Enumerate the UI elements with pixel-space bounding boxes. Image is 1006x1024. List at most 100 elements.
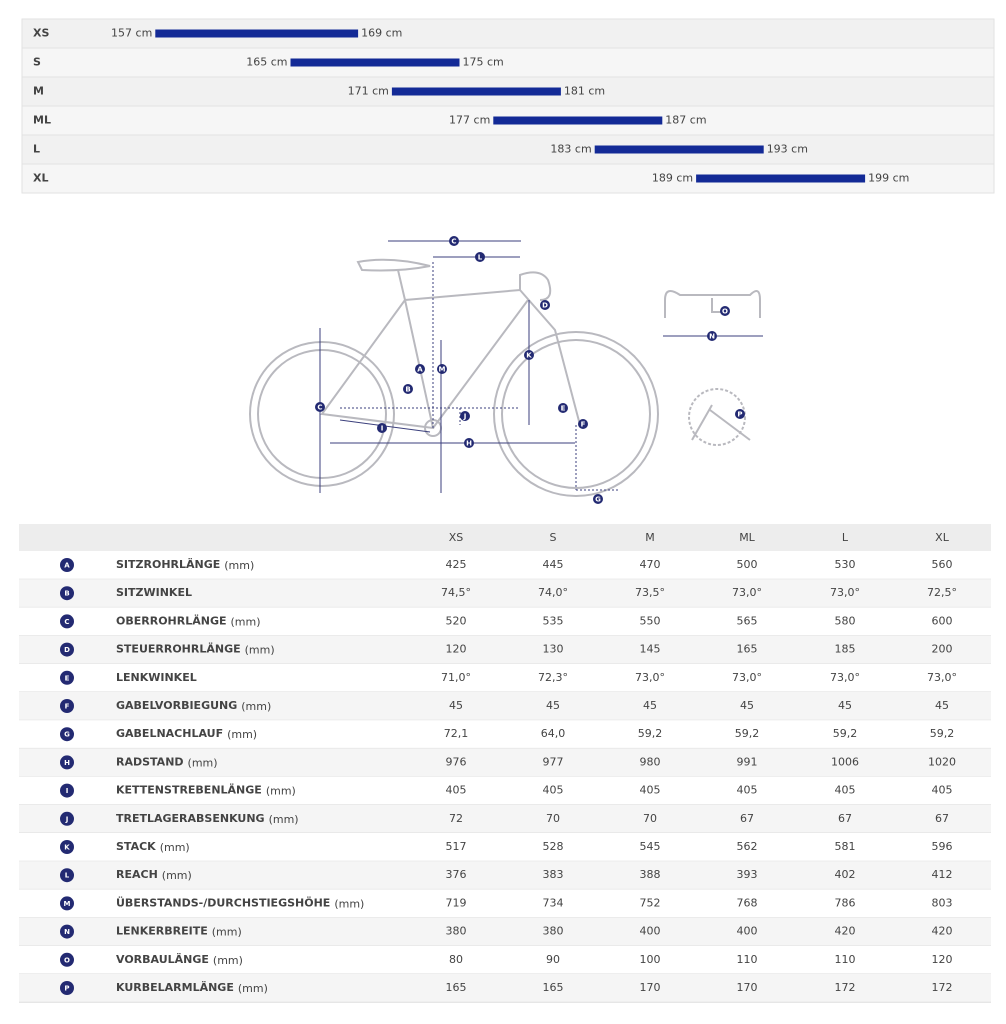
table-row [19, 833, 991, 862]
marker-circle [475, 252, 485, 262]
marker-circle [735, 409, 745, 419]
height-range-bar [493, 116, 663, 125]
diagram-marker: K [524, 350, 534, 360]
table-row [19, 748, 991, 777]
table-value: 73,0° [927, 671, 957, 684]
max-height-label: 193 cm [767, 143, 808, 156]
column-header: XS [449, 531, 464, 544]
table-value: 72,5° [927, 586, 957, 599]
table-value: 528 [543, 840, 564, 853]
table-value: 45 [546, 699, 560, 712]
table-row [19, 551, 991, 580]
table-row [19, 663, 991, 692]
key-circle [60, 952, 74, 967]
crank [691, 404, 751, 441]
table-row [19, 804, 991, 833]
table-row [19, 579, 991, 608]
table-value: 100 [640, 953, 661, 966]
table-value: 376 [446, 868, 467, 881]
marker-letter: G [595, 496, 601, 504]
marker-circle [464, 438, 474, 448]
marker-letter: B [405, 386, 410, 394]
table-value: 380 [543, 925, 564, 938]
table-value: 977 [543, 755, 564, 768]
table-value: 170 [640, 981, 661, 994]
table-value: 90 [546, 953, 560, 966]
measure-name: ÜBERSTANDS-/DURCHSTIEGSHÖHE [116, 895, 330, 909]
table-value: 1020 [928, 755, 956, 768]
size-label: L [33, 143, 40, 156]
max-height-label: 181 cm [564, 85, 605, 98]
table-value: 73,0° [732, 671, 762, 684]
table-row [19, 861, 991, 890]
table-value: 170 [737, 981, 758, 994]
measure-name: REACH [116, 868, 158, 881]
key-circle [60, 586, 74, 601]
marker-circle [707, 331, 717, 341]
diagram-marker: P [735, 409, 745, 419]
front-wheel [493, 331, 659, 497]
max-height-label: 169 cm [361, 27, 402, 40]
table-row [19, 974, 991, 1003]
table-value: 45 [449, 699, 463, 712]
measure-name: VORBAULÄNGE [116, 952, 209, 966]
size-chart: XS 157 cm 169 cm S 165 cm 175 cm M 171 cm 181 cm… [21, 18, 995, 194]
key-circle [60, 670, 74, 685]
marker-letter: P [737, 411, 742, 419]
measure-unit: (mm) [227, 728, 257, 741]
table-header [19, 524, 991, 551]
table-value: 165 [737, 643, 758, 656]
marker-letter: N [709, 333, 715, 341]
key-circle [60, 868, 74, 883]
table-value: 70 [546, 812, 560, 825]
max-height-label: 187 cm [665, 114, 706, 127]
table-value: 110 [835, 953, 856, 966]
marker-circle [315, 402, 325, 412]
table-value: 405 [737, 784, 758, 797]
dimension-lines [319, 240, 763, 493]
diagram-marker: B [403, 384, 413, 394]
diagram-marker: I [377, 423, 387, 433]
measure-unit: (mm) [245, 644, 275, 657]
table-value: 45 [935, 699, 949, 712]
key-circle [60, 727, 74, 742]
key-circle [60, 699, 74, 713]
table-value: 803 [932, 896, 953, 909]
table-row [19, 692, 991, 721]
table-value: 500 [737, 558, 758, 571]
table-value: 535 [543, 614, 564, 627]
marker-letter: F [581, 421, 586, 429]
table-value: 73,0° [732, 586, 762, 599]
size-label: ML [33, 114, 51, 127]
height-range-bar [155, 29, 359, 38]
table-row [19, 635, 991, 664]
diagram-marker: N [707, 331, 717, 341]
table-value: 420 [835, 925, 856, 938]
marker-letter: K [526, 352, 532, 360]
key-circle [60, 840, 74, 854]
marker-circle [403, 384, 413, 394]
size-row [21, 134, 995, 165]
size-label: S [33, 56, 41, 69]
measure-unit: (mm) [162, 869, 192, 882]
measure-name: GABELNACHLAUF [116, 727, 223, 740]
size-label: M [33, 85, 44, 98]
measure-name: OBERROHRLÄNGE [116, 613, 227, 627]
table-value: 73,0° [635, 671, 665, 684]
marker-circle [540, 300, 550, 310]
table-value: 45 [643, 699, 657, 712]
table-value: 560 [932, 558, 953, 571]
measure-unit: (mm) [224, 559, 254, 572]
size-row [21, 47, 995, 78]
column-header: ML [739, 531, 755, 544]
measure-unit: (mm) [213, 954, 243, 967]
key-circle [60, 642, 74, 657]
diagram-marker: C [315, 402, 325, 412]
table-value: 380 [446, 925, 467, 938]
key-letter: O [64, 956, 70, 964]
table-row [19, 607, 991, 636]
column-header: S [550, 531, 557, 544]
table-value: 67 [740, 812, 754, 825]
max-height-label: 199 cm [868, 172, 909, 185]
